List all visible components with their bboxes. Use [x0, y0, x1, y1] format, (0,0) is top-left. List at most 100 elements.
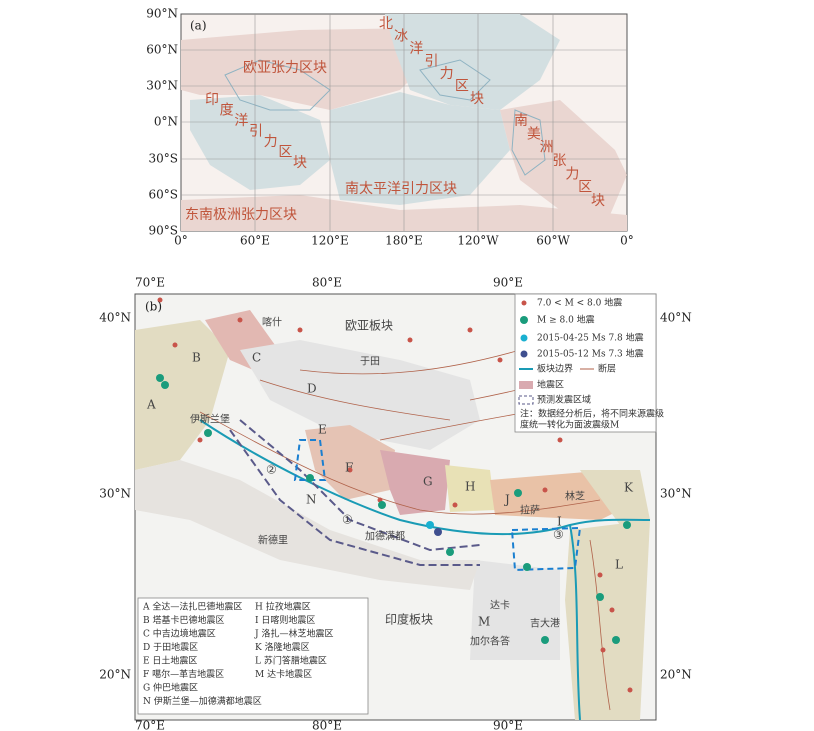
zone-legend-item: M 达卡地震区	[255, 668, 312, 680]
earthquakes-m8	[156, 374, 631, 644]
legend-label: M ≥ 8.0 地震	[537, 314, 595, 326]
legend-symbol	[520, 350, 528, 358]
zone-shape	[565, 520, 650, 720]
zone-legend-item: C 中吉边境地震区	[143, 628, 216, 640]
lat-label: 30°N	[99, 487, 131, 501]
legend-label: 7.0 < M < 8.0 地震	[537, 297, 622, 309]
region-shape	[500, 100, 627, 215]
lat-label: 20°N	[99, 668, 131, 682]
zone-shape	[445, 465, 495, 512]
lat-label: 0°N	[154, 115, 178, 129]
zone-letter: J	[503, 493, 510, 507]
plate-boundary	[569, 524, 581, 721]
place-label: 吉大港	[530, 617, 560, 630]
region-label: 印度洋引力区块	[205, 92, 307, 171]
lon-label: 60°E	[240, 234, 270, 248]
lat-label: 90°S	[149, 224, 179, 238]
place-label: 伊斯兰堡	[190, 413, 230, 426]
world-map	[180, 13, 628, 232]
zone-letter: M	[478, 615, 490, 629]
zone-letter: H	[465, 480, 475, 494]
lon-label: 90°E	[493, 719, 523, 731]
zone-letter: E	[318, 423, 327, 437]
legend-label: 断层	[598, 363, 616, 375]
zone-shape	[580, 470, 650, 525]
zone-legend-item: I 日喀则地震区	[255, 614, 315, 626]
coastline	[224, 59, 546, 176]
lon-label: 120°E	[311, 234, 349, 248]
place-label: 达卡	[490, 599, 510, 612]
zone-letter: B	[192, 351, 201, 365]
legend-note: 注：数据经分析后，将不同来源震级	[520, 408, 664, 420]
zone-letter: D	[307, 382, 317, 396]
zone-letter: L	[615, 558, 623, 572]
lon-label: 90°E	[493, 276, 523, 290]
lat-label: 40°N	[660, 311, 692, 325]
zone-number: ③	[553, 528, 564, 542]
place-label: 林芝	[565, 490, 585, 503]
lat-label: 60°S	[149, 188, 179, 202]
plate-boundary	[199, 419, 651, 536]
panel-label: (a)	[190, 19, 207, 33]
legend-symbol	[518, 395, 534, 405]
lon-label: 60°W	[536, 234, 570, 248]
panel-label: (b)	[145, 300, 162, 314]
predicted-zone	[229, 419, 481, 566]
place-label: 新德里	[258, 534, 288, 547]
legend-label: 2015-04-25 Ms 7.8 地震	[537, 332, 644, 344]
place-label: 拉萨	[520, 504, 540, 517]
lat-label: 30°N	[146, 79, 178, 93]
lon-label: 0°	[620, 234, 634, 248]
plate-label: 印度板块	[385, 612, 433, 627]
regional-map	[134, 293, 657, 721]
zone-legend-item: B 塔基卡巴德地震区	[143, 614, 224, 626]
zone-shape	[380, 450, 450, 515]
region-label: 北冰洋引力区块	[379, 16, 484, 107]
zone-legend-item: K 洛隆地震区	[255, 641, 310, 653]
zone-letter: F	[345, 461, 353, 475]
region-shape	[181, 28, 430, 110]
legend-box	[514, 293, 657, 433]
legend-symbol	[520, 334, 528, 342]
zone-number: ①	[342, 513, 353, 527]
lon-label: 180°E	[385, 234, 423, 248]
legend-symbol	[520, 316, 528, 324]
zone-letter: K	[624, 481, 634, 495]
lat-label: 30°N	[660, 487, 692, 501]
lon-label: 80°E	[312, 719, 342, 731]
place-label: 于田	[360, 357, 380, 368]
zone-legend-item: N 伊斯兰堡—加德满都地震区	[143, 695, 262, 707]
zone-letter: C	[252, 351, 261, 365]
place-label: 加德满都	[365, 530, 405, 543]
earthquakes-m7	[157, 297, 633, 693]
lon-label: 70°E	[135, 719, 165, 731]
graticule	[181, 14, 627, 231]
region-label: 南美洲张力区块	[514, 113, 605, 209]
zone-letter: N	[306, 493, 317, 507]
lat-label: 20°N	[660, 668, 692, 682]
zone-legend-item: F 噶尔—革吉地震区	[143, 668, 224, 680]
place-label: 喀什	[262, 316, 282, 329]
lon-label: 0°	[174, 234, 188, 248]
zone-legend-item: J 洛扎—林芝地震区	[254, 628, 333, 640]
zone-letter: G	[423, 475, 433, 489]
region-label: 南太平洋引力区块	[345, 181, 457, 197]
lon-label: 120°W	[457, 234, 499, 248]
earthquake-2015-05-12	[434, 528, 442, 536]
zone-legend-item: D 于田地震区	[143, 641, 198, 653]
zone-legend-item: L 苏门答腊地震区	[255, 655, 327, 667]
zone-letter: I	[557, 515, 562, 529]
zone-legend-item: E 日土地震区	[143, 655, 197, 667]
plate-label: 欧亚板块	[345, 319, 393, 333]
legend-label: 预测发震区域	[537, 394, 591, 406]
lat-label: 60°N	[146, 43, 178, 57]
earthquake-2015-04-25	[426, 521, 434, 529]
zone-legend-item: H 拉孜地震区	[255, 601, 311, 613]
zone-legend-item: G 仲巴地震区	[143, 682, 198, 694]
zone-legend-item: A 全达—法扎巴德地震区	[142, 601, 242, 613]
legend-label: 板块边界	[537, 363, 573, 375]
zone-shape	[135, 320, 230, 470]
lat-label: 90°N	[146, 7, 178, 21]
zone-letter: A	[146, 398, 156, 412]
region-shape	[190, 95, 330, 190]
